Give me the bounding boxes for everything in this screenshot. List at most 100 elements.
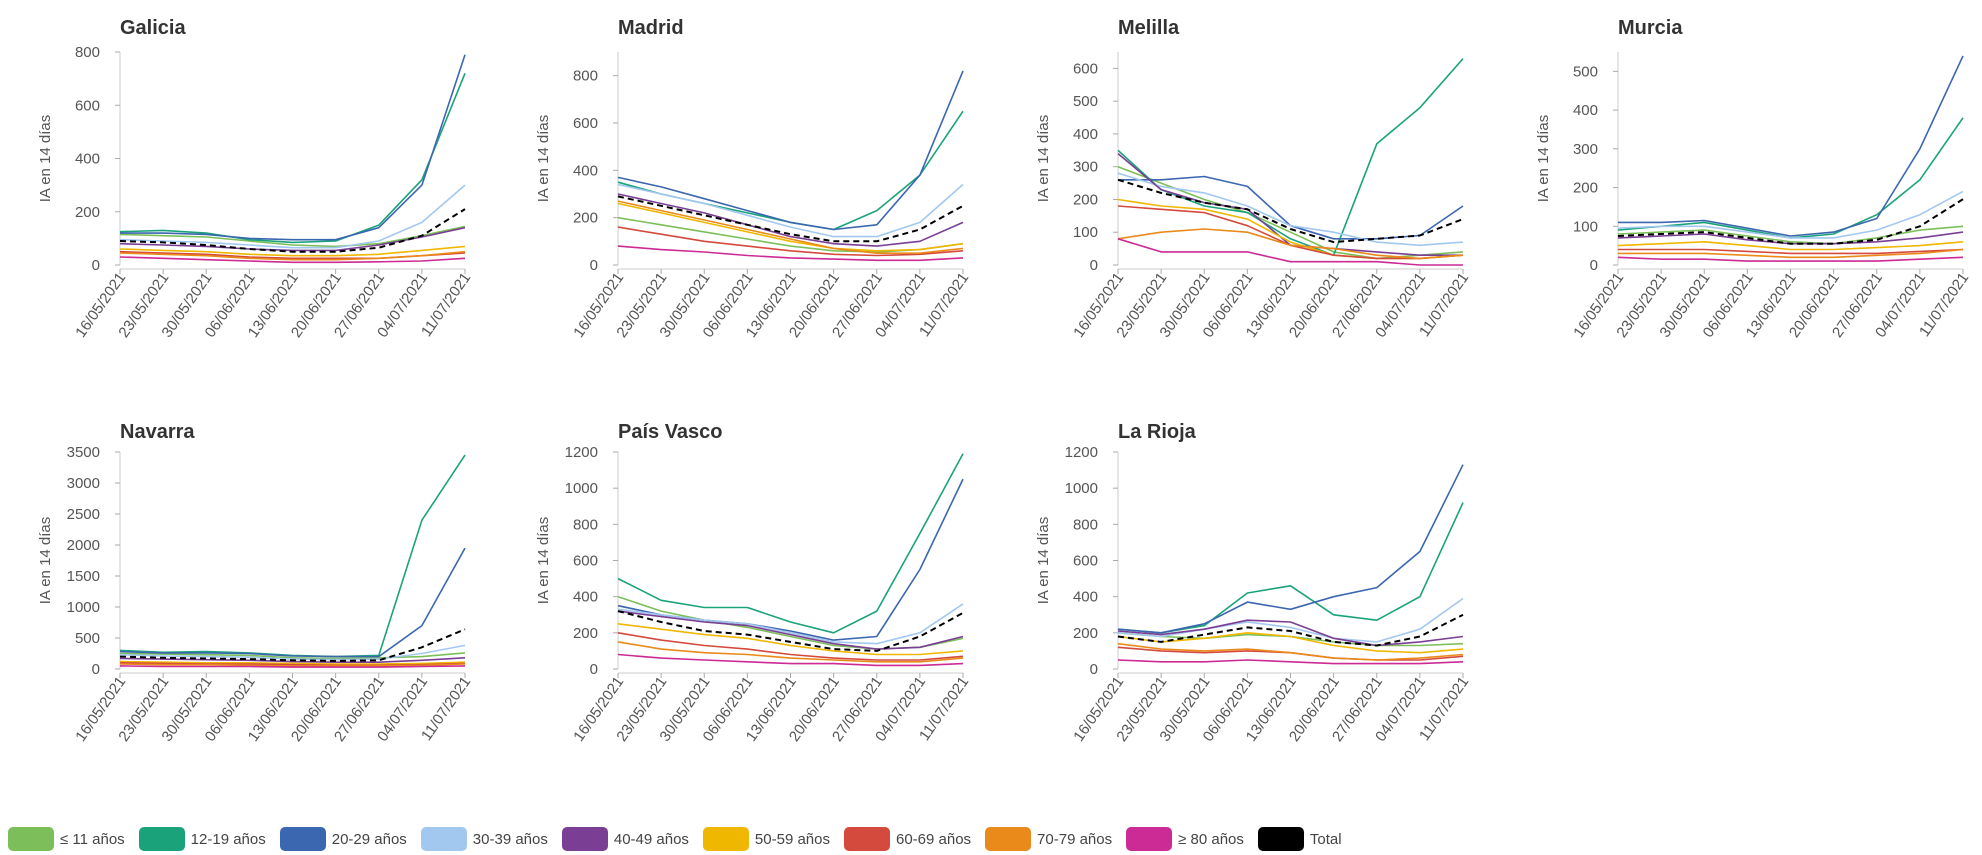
legend: ≤ 11 años 12-19 años 20-29 años 30-39 años 4…: [8, 826, 1356, 852]
legend-swatch: [702, 827, 749, 851]
y-tick-label: 600: [75, 97, 100, 114]
y-tick-label: 2000: [67, 537, 100, 554]
legend-label: 30-39 años: [472, 830, 548, 848]
series-line-40-49-anos: [1117, 152, 1463, 256]
y-tick-label: 0: [92, 661, 100, 678]
y-tick-label: 400: [573, 589, 598, 606]
series-line-total: [1117, 613, 1464, 647]
y-tick-label: 0: [92, 257, 100, 274]
series-line-total: [119, 208, 466, 253]
legend-swatch: [1126, 827, 1173, 851]
y-tick-label: 0: [590, 661, 598, 678]
series-line-ge-80-anos: [617, 245, 964, 262]
y-tick-label: 400: [573, 162, 598, 179]
y-tick-label: 100: [1573, 218, 1598, 235]
y-tick-label: 3000: [67, 475, 100, 492]
y-axis-label: IA en 14 días: [535, 517, 552, 605]
series-line-ge-80-anos: [1117, 659, 1464, 665]
legend-swatch: [561, 827, 608, 851]
legend-item-40-49-anos: 40-49 años: [561, 827, 689, 851]
legend-item-50-59-anos: 50-59 años: [702, 827, 830, 851]
legend-item-30-39-anos: 30-39 años: [420, 827, 548, 851]
series-line-50-59-anos: [617, 202, 964, 252]
y-axis-label: IA en 14 días: [37, 517, 54, 605]
legend-label: Total: [1309, 830, 1342, 848]
series-line-40-49-anos: [119, 657, 466, 664]
legend-label: ≥ 80 años: [1178, 830, 1244, 848]
y-axis-label: IA en 14 días: [1535, 115, 1552, 203]
y-tick-label: 200: [75, 204, 100, 221]
y-axis-label: IA en 14 días: [1035, 517, 1052, 605]
series-line-60-69-anos: [617, 226, 964, 257]
series-line-30-39-anos: [617, 183, 964, 238]
series-line-30-39-anos: [119, 644, 466, 661]
y-tick-label: 300: [1573, 141, 1598, 158]
y-tick-label: 100: [1073, 224, 1098, 241]
series-line-ge-80-anos: [119, 256, 466, 264]
chart-title: Navarra: [120, 421, 195, 443]
series-line-12-19-anos: [119, 454, 466, 658]
legend-label: 12-19 años: [190, 830, 266, 848]
series-line-12-19-anos: [617, 453, 964, 634]
series-line-50-59-anos: [119, 245, 466, 257]
y-tick-label: 1000: [1065, 480, 1098, 497]
series-line-20-29-anos: [119, 547, 466, 658]
legend-item-20-29-anos: 20-29 años: [279, 827, 407, 851]
chart-title: Madrid: [618, 17, 684, 39]
y-tick-label: 200: [1073, 625, 1098, 642]
y-tick-label: 600: [573, 115, 598, 132]
chart-title: Murcia: [1618, 17, 1683, 39]
y-tick-label: 500: [1573, 63, 1598, 80]
y-tick-label: 800: [573, 516, 598, 533]
series-line-20-29-anos: [1117, 464, 1464, 634]
series-line-le-11-anos: [1617, 225, 1964, 245]
series-line-30-39-anos: [617, 603, 964, 645]
chart-navarra: Navarra 0 500 1000 1500 2000 2500 3000 3500 IA en…: [37, 421, 474, 745]
legend-item-60-69-anos: 60-69 años: [843, 827, 972, 851]
y-tick-label: 200: [1073, 191, 1098, 208]
legend-swatch: [8, 827, 54, 851]
legend-item-le-11-anos: ≤ 11 años: [8, 827, 125, 851]
series-line-30-39-anos: [1117, 172, 1464, 247]
series-line-40-49-anos: [119, 226, 466, 252]
y-tick-label: 1200: [1065, 444, 1098, 461]
series-line-total: [1617, 198, 1964, 245]
series-line-50-59-anos: [1617, 241, 1964, 251]
series-line-total: [617, 195, 964, 243]
y-tick-label: 300: [1073, 159, 1098, 176]
y-axis-label: IA en 14 días: [37, 115, 54, 203]
y-tick-label: 400: [1073, 126, 1098, 143]
series-line-70-79-anos: [119, 663, 466, 667]
legend-swatch: [843, 827, 890, 851]
y-tick-label: 600: [573, 553, 598, 570]
series-line-60-69-anos: [1618, 248, 1964, 255]
legend-swatch: [420, 827, 467, 851]
series-line-total: [617, 610, 964, 652]
series-line-12-19-anos: [1117, 502, 1464, 634]
legend-item-ge-80-anos: ≥ 80 años: [1126, 827, 1244, 851]
legend-item-12-19-anos: 12-19 años: [138, 827, 266, 851]
chart-pais-vasco: País Vasco 0 200 400 600 800 1000 1200 IA en 14 …: [535, 421, 972, 745]
legend-label: 60-69 años: [895, 830, 972, 848]
y-tick-label: 3500: [67, 444, 100, 461]
y-tick-label: 400: [75, 151, 100, 168]
legend-swatch: [279, 827, 326, 851]
y-tick-label: 600: [1073, 553, 1098, 570]
chart-title: La Rioja: [1118, 421, 1197, 443]
legend-label: 40-49 años: [613, 830, 689, 848]
legend-swatch: [985, 827, 1032, 851]
series-line-20-29-anos: [120, 54, 466, 241]
series-line-le-11-anos: [119, 652, 466, 660]
series-line-ge-80-anos: [1617, 256, 1964, 262]
chart-la-rioja: La Rioja 0 200 400 600 800 1000 1200 IA en 14 dí…: [1035, 421, 1472, 745]
y-tick-label: 0: [1090, 661, 1098, 678]
y-tick-label: 0: [1590, 257, 1598, 274]
y-tick-label: 400: [1073, 589, 1098, 606]
series-line-total: [1117, 178, 1464, 244]
series-line-40-49-anos: [617, 610, 964, 650]
legend-label: ≤ 11 años: [60, 830, 125, 848]
